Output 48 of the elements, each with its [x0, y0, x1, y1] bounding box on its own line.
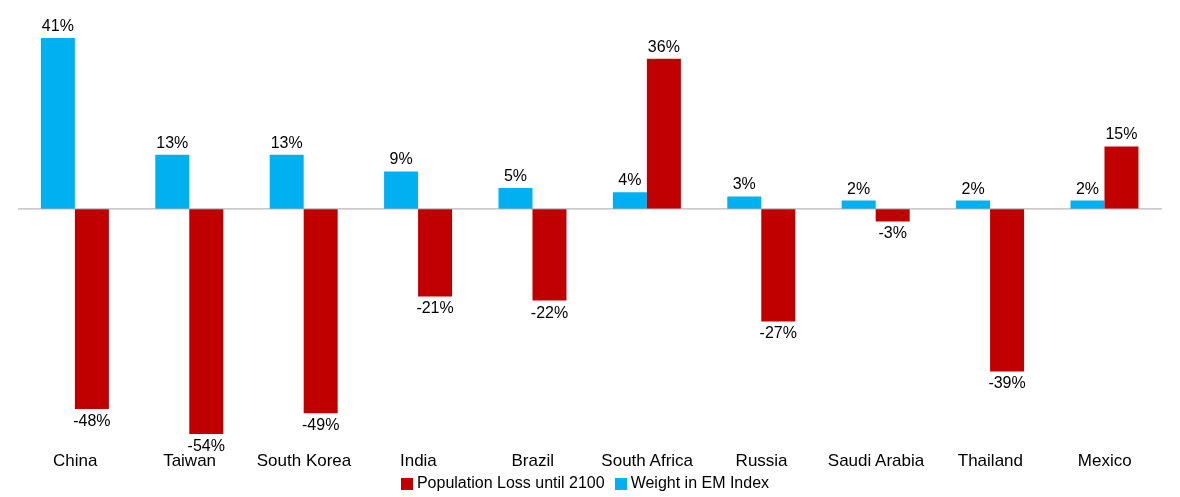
x-tick-label: South Africa — [601, 451, 694, 471]
data-label: -22% — [530, 303, 569, 321]
bar — [1104, 146, 1139, 209]
data-label: 3% — [732, 175, 756, 193]
x-tick-label: India — [399, 451, 438, 471]
data-label: -48% — [73, 411, 111, 429]
data-label: 5% — [503, 167, 528, 185]
x-tick-label: Brazil — [511, 451, 555, 471]
x-tick-label: Taiwan — [163, 451, 217, 471]
data-label: -21% — [416, 299, 454, 317]
bar — [646, 58, 681, 209]
data-label: 15% — [1105, 125, 1138, 143]
data-label: -3% — [878, 224, 907, 242]
bar — [727, 196, 762, 209]
data-label: -49% — [302, 416, 340, 434]
data-label: 41% — [41, 17, 74, 34]
x-tick-label: Thailand — [957, 451, 1024, 471]
bar — [189, 208, 224, 434]
bar — [532, 208, 567, 301]
data-label: 36% — [647, 37, 680, 55]
x-tick-label: China — [52, 451, 98, 471]
legend-label: Population Loss until 2100 — [416, 474, 605, 491]
x-tick-label: South Korea — [256, 451, 352, 471]
data-label: -27% — [759, 324, 797, 342]
bar — [74, 208, 109, 409]
x-tick-label: Mexico — [1077, 451, 1132, 471]
bar — [498, 188, 533, 209]
bar — [418, 208, 453, 297]
data-label: 13% — [270, 133, 303, 151]
data-label: -39% — [988, 374, 1026, 392]
bar — [269, 154, 304, 209]
data-label: -54% — [187, 437, 225, 454]
bar — [761, 208, 796, 322]
bar — [990, 208, 1025, 372]
bar — [303, 208, 338, 414]
bar — [384, 171, 419, 209]
data-label: 2% — [961, 179, 985, 197]
data-label: 13% — [156, 133, 189, 151]
data-label: 9% — [389, 150, 413, 168]
bar — [40, 38, 75, 209]
legend-label: Weight in EM Index — [630, 474, 770, 491]
data-label: 2% — [1075, 179, 1100, 197]
bar — [612, 192, 647, 209]
bar — [155, 154, 190, 209]
data-label: 2% — [847, 179, 871, 197]
x-tick-label: Saudi Arabia — [827, 451, 925, 471]
x-tick-label: Russia — [735, 451, 789, 471]
data-label: 4% — [618, 171, 642, 189]
